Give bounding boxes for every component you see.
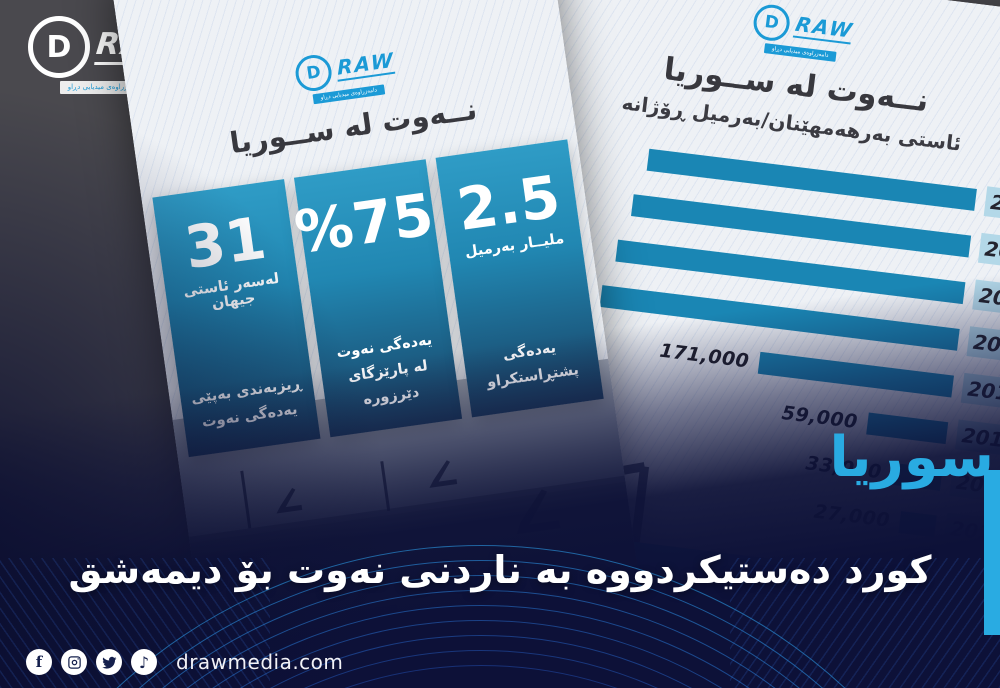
draw-logo-raw: RAW <box>337 48 396 82</box>
stat-box-1: %75 یەدەگی نەوت لە پارێزگای دێرزورە <box>290 159 462 438</box>
headline: كورد دەستيكردووە بە ناردنی نەوت بۆ ديمەش… <box>68 548 932 592</box>
year-label: 2010 <box>972 279 1000 318</box>
draw-logo-raw: RAW <box>792 11 857 45</box>
stat-box-2: 2.5 ملیــار بەرمیل یەدەگی پشتڕاستکراو <box>435 139 604 418</box>
year-label: 2009 <box>977 232 1000 271</box>
stat-lines: یەدەگی پشتڕاستکراو <box>462 331 601 398</box>
draw-logo-d: D <box>46 29 72 65</box>
instagram-icon[interactable] <box>61 649 87 675</box>
tiktok-icon[interactable]: ♪ <box>131 649 157 675</box>
year-label: 2008 <box>983 186 1000 224</box>
draw-logo-circle-icon: D <box>751 2 792 43</box>
draw-logo-d: D <box>305 62 323 84</box>
twitter-icon[interactable] <box>96 649 122 675</box>
facebook-icon[interactable]: f <box>26 649 52 675</box>
stat-value: 2.5 <box>453 162 565 245</box>
bar <box>898 510 937 538</box>
website-link[interactable]: drawmedia.com <box>176 650 344 674</box>
year-label: 2011 <box>966 325 1000 364</box>
draw-logo-d: D <box>763 11 780 34</box>
bar-value-label: 171,000 <box>658 339 751 373</box>
syria-label: سوريا <box>829 425 994 490</box>
year-label: 2012 <box>960 372 1000 411</box>
bar-value-label: 27,000 <box>812 500 892 532</box>
draw-logo-circle-icon: D <box>28 16 90 78</box>
draw-logo-blue-right: D RAW دامەزراوەی میدیایی دڕاو <box>750 2 857 64</box>
social-icons: f ♪ <box>26 649 157 675</box>
draw-logo-blue-left: D RAW دامەزراوەی میدیایی دڕاو <box>293 44 399 107</box>
stat-lines: یەدەگی نەوت لە پارێزگای دێرزورە <box>317 326 459 418</box>
stat-lines: ڕیزبەندی بەپێی یەدەگی نەوت <box>179 370 318 437</box>
bar <box>900 605 926 631</box>
draw-logo-circle-icon: D <box>293 52 334 94</box>
footer-bar: f ♪ drawmedia.com <box>0 636 1000 688</box>
stat-value: 31 <box>180 203 271 283</box>
stat-value: %75 <box>290 180 438 268</box>
